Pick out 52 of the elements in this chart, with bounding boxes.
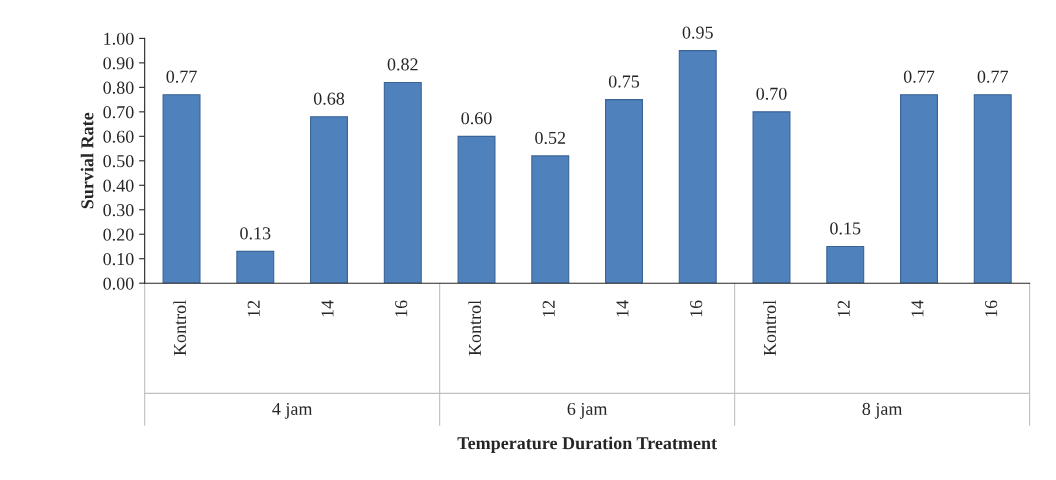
x-axis-title: Temperature Duration Treatment xyxy=(457,436,717,453)
data-label: 0.75 xyxy=(608,75,640,88)
data-label: 0.70 xyxy=(756,87,787,100)
data-label: 0.77 xyxy=(903,70,935,83)
y-tick-label: 0.60 xyxy=(103,130,134,143)
data-label: 0.52 xyxy=(535,131,566,144)
data-label: 0.95 xyxy=(682,26,713,39)
x-tick-label: 14 xyxy=(616,300,629,317)
bar xyxy=(531,155,570,284)
bar xyxy=(752,111,791,284)
x-tick-label: Kontrol xyxy=(763,300,777,356)
text: 8 jam xyxy=(862,402,903,419)
y-tick-label: 0.10 xyxy=(103,252,134,266)
text: 4 jam xyxy=(272,402,313,419)
x-tick-label: 16 xyxy=(985,300,998,317)
y-tick-label: 0.70 xyxy=(103,106,134,119)
data-label: 0.60 xyxy=(461,112,492,125)
y-tick-label: 0.50 xyxy=(103,155,134,168)
data-label: 0.15 xyxy=(830,222,861,235)
bar xyxy=(236,250,275,284)
x-tick-label: 14 xyxy=(321,300,334,317)
x-tick-label: 12 xyxy=(542,300,555,317)
x-tick-label: Kontrol xyxy=(468,300,482,356)
y-tick-label: 1.00 xyxy=(104,32,134,45)
data-label: 0.77 xyxy=(166,70,197,83)
x-tick-label: 12 xyxy=(247,300,260,317)
x-tick-label: 16 xyxy=(690,300,703,317)
data-label: 0.82 xyxy=(387,58,418,71)
bar xyxy=(899,94,938,284)
bar xyxy=(310,116,349,284)
y-tick-label: 0.80 xyxy=(103,81,134,94)
data-label: 0.77 xyxy=(977,70,1009,83)
x-tick-label: 14 xyxy=(911,300,924,317)
y-tick-label: 0.00 xyxy=(103,277,134,290)
y-tick-label: 0.30 xyxy=(103,204,134,217)
text: 6 jam xyxy=(567,402,608,419)
x-tick-label: 16 xyxy=(395,300,408,317)
x-tick-label: 12 xyxy=(837,300,850,317)
bar xyxy=(605,99,643,284)
y-tick-label: 0.40 xyxy=(103,179,134,192)
bar xyxy=(457,135,496,284)
bar xyxy=(826,245,865,284)
data-label: 0.13 xyxy=(240,227,271,240)
y-tick-label: 0.20 xyxy=(103,228,134,241)
y-tick-label: 0.90 xyxy=(103,57,134,70)
data-label: 0.68 xyxy=(313,92,345,105)
x-tick-label: Kontrol xyxy=(173,300,187,356)
y-axis-title: Survial Rate xyxy=(80,112,94,209)
bar xyxy=(973,94,1012,284)
bar xyxy=(678,50,717,284)
bar xyxy=(162,94,201,284)
bar xyxy=(383,81,422,284)
